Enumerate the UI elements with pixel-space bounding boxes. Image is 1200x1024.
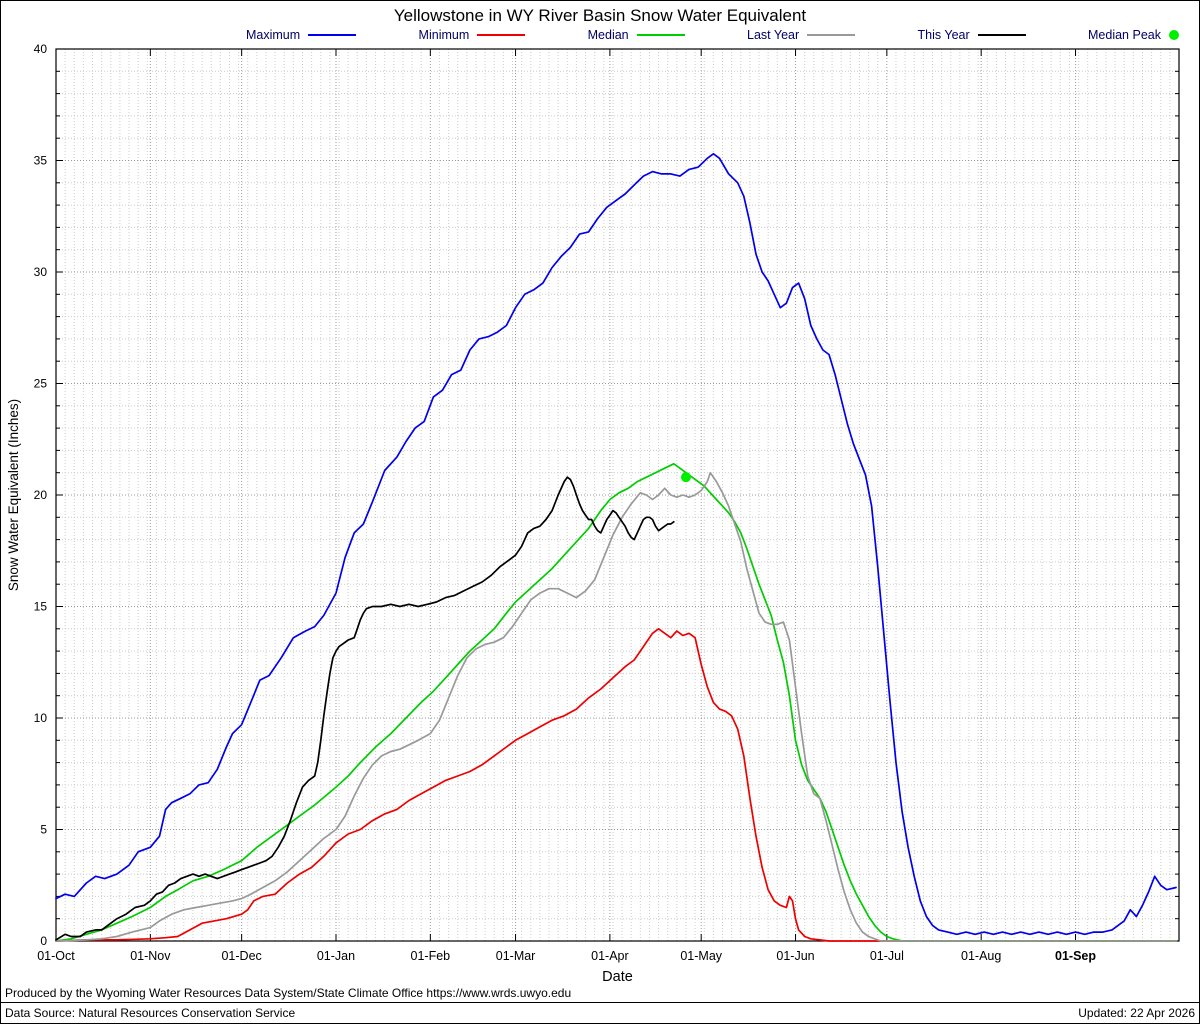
legend-item-median: Median	[588, 28, 685, 42]
plot-border	[55, 48, 1180, 942]
series-line-maximum	[55, 152, 1177, 936]
legend-label: Median	[587, 28, 629, 42]
y-tick-label: 0	[40, 934, 47, 948]
y-axis-title: Snow Water Equivalent (Inches)	[6, 399, 21, 591]
swe-chart: 01-Oct 01-Nov 01-Dec 01-Jan 01-Feb 01-Mar 01-A…	[6, 43, 1180, 983]
x-tick-label: 01-Nov	[130, 949, 171, 963]
legend-line-swatch	[477, 34, 526, 36]
series-line-minimum	[55, 627, 1177, 942]
x-tick-label: 01-Sep	[1055, 949, 1096, 963]
legend-label: Minimum	[418, 28, 470, 42]
y-tick-label: 30	[34, 265, 48, 279]
x-tick-label: 01-Oct	[37, 949, 75, 963]
legend-item-last-year: Last Year	[747, 28, 856, 42]
legend-item-median-peak: Median Peak	[1088, 28, 1179, 42]
legend-item-maximum: Maximum	[246, 28, 357, 42]
legend: Maximum Minimum Median Last Year This Year Me…	[1, 27, 1199, 43]
legend-line-swatch	[636, 34, 685, 36]
legend-item-this-year: This Year	[918, 28, 1026, 42]
y-tick-label: 10	[34, 711, 48, 725]
x-tick-label: 01-Dec	[221, 949, 261, 963]
x-tick-label: 01-Feb	[411, 949, 451, 963]
footer-bar: Data Source: Natural Resources Conservat…	[1, 1002, 1199, 1024]
chart-title: Yellowstone in WY River Basin Snow Water…	[393, 6, 807, 25]
grid	[56, 49, 1179, 941]
x-tick-label: 01-Jul	[870, 949, 904, 963]
legend-label: This Year	[917, 28, 970, 42]
x-tick-label: 01-Aug	[961, 949, 1001, 963]
y-tick-label: 35	[34, 154, 48, 168]
series-line-median	[55, 462, 1177, 942]
axis-labels: 01-Oct 01-Nov 01-Dec 01-Jan 01-Feb 01-Mar 01-A…	[6, 43, 1096, 983]
x-tick-label: 01-Jan	[317, 949, 355, 963]
y-tick-label: 5	[40, 823, 47, 837]
legend-label: Maximum	[246, 28, 301, 42]
legend-line-swatch	[308, 34, 357, 36]
x-tick-label: 01-Apr	[591, 949, 629, 963]
y-tick-label: 20	[34, 488, 48, 502]
x-tick-label: 01-May	[680, 949, 722, 963]
y-tick-label: 25	[34, 377, 48, 391]
legend-line-swatch	[807, 34, 856, 36]
legend-label: Last Year	[747, 28, 800, 42]
median-peak-marker	[680, 472, 691, 483]
footer-data-source: Data Source: Natural Resources Conservat…	[5, 1006, 296, 1020]
footer-updated: Updated: 22 Apr 2026	[1078, 1006, 1195, 1020]
y-tick-label: 15	[34, 600, 48, 614]
x-tick-label: 01-Mar	[496, 949, 536, 963]
legend-item-minimum: Minimum	[419, 28, 526, 42]
legend-label: Median Peak	[1088, 28, 1161, 42]
legend-dot-swatch	[1168, 30, 1179, 40]
footer-produced-by: Produced by the Wyoming Water Resources …	[5, 986, 572, 1000]
legend-line-swatch	[977, 34, 1026, 36]
x-tick-label: 01-Jun	[776, 949, 814, 963]
y-tick-label: 40	[34, 43, 48, 56]
x-axis-title: Date	[602, 969, 633, 983]
series-line-last-year	[55, 471, 1177, 942]
series-line-this-year	[55, 476, 675, 941]
